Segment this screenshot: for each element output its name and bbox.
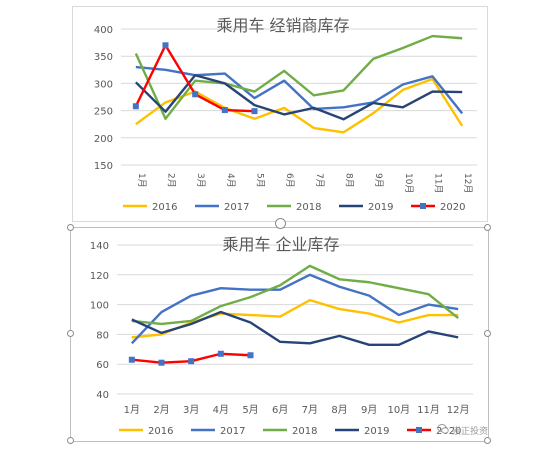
x-tick-label: 10月 — [403, 173, 414, 193]
x-tick-label: 2月 — [166, 173, 177, 188]
legend-item-2019: 2019 — [335, 426, 389, 437]
data-point-2020 — [132, 103, 139, 110]
data-point-2020 — [217, 350, 224, 357]
legend-item-2018: 2018 — [263, 426, 317, 437]
series-line-2019 — [131, 310, 459, 347]
legend-label: 2019 — [364, 426, 389, 437]
resize-handle-right[interactable] — [484, 330, 491, 337]
legend-marker — [416, 427, 422, 433]
x-tick-label: 12月 — [447, 404, 470, 416]
chart-panel-enterprise-inventory[interactable]: 40 60 80 100 120 140 1月 2月 3月 4月 5月 6月 7月 8月 9月 10月 11月 1… — [70, 227, 489, 442]
legend-label: 2020 — [436, 426, 461, 437]
legend-label: 2018 — [296, 202, 321, 213]
resize-handle-top-right[interactable] — [484, 224, 491, 231]
x-tick-label: 3月 — [183, 404, 199, 416]
x-tick-label: 11月 — [433, 173, 444, 193]
y-tick-label: 150 — [94, 161, 113, 172]
series-line-2016 — [135, 77, 464, 134]
x-tick-label: 9月 — [373, 173, 384, 188]
y-tick-label: 120 — [90, 271, 109, 282]
x-tick-label: 8月 — [344, 173, 355, 188]
x-tick-label: 8月 — [331, 404, 347, 416]
rotate-handle[interactable] — [275, 218, 286, 229]
legend-label: 2018 — [292, 426, 317, 437]
legend-item-2019: 2019 — [339, 202, 393, 213]
legend-item-2020: 2020 — [411, 202, 465, 213]
y-tick-label: 250 — [94, 107, 113, 118]
x-tick-label: 10月 — [387, 404, 410, 416]
legend-label: 2017 — [220, 426, 245, 437]
x-tick-label: 12月 — [462, 173, 473, 193]
y-tick-label: 60 — [96, 360, 109, 371]
y-tick-label: 140 — [90, 241, 109, 252]
x-tick-label: 7月 — [314, 173, 325, 188]
watermark-text: 崇正投资 — [452, 427, 489, 437]
x-tick-label: 9月 — [361, 404, 377, 416]
y-tick-label: 400 — [94, 25, 113, 36]
series-line-2016 — [131, 298, 459, 339]
x-tick-label: 7月 — [302, 404, 318, 416]
y-tick-label: 80 — [96, 330, 109, 341]
legend-label: 2020 — [440, 202, 465, 213]
legend-item-2017: 2017 — [191, 426, 245, 437]
legend-item-2018: 2018 — [267, 202, 321, 213]
legend-label: 2019 — [368, 202, 393, 213]
data-point-2020 — [158, 359, 165, 366]
resize-handle-bottom-left[interactable] — [67, 437, 74, 444]
legend-item-2017: 2017 — [195, 202, 249, 213]
wechat-icon — [437, 424, 449, 434]
x-tick-label: 6月 — [272, 404, 288, 416]
x-tick-label: 4月 — [213, 404, 229, 416]
x-tick-label: 5月 — [242, 404, 258, 416]
resize-handle-top-left[interactable] — [67, 224, 74, 231]
series-line-2018 — [131, 264, 459, 326]
data-point-2020 — [128, 356, 135, 363]
x-tick-label: 4月 — [225, 173, 236, 188]
y-tick-label: 40 — [96, 390, 109, 401]
x-tick-label: 1月 — [136, 173, 147, 188]
y-tick-label: 200 — [94, 134, 113, 145]
legend-label: 2016 — [148, 426, 173, 437]
x-tick-label: 11月 — [417, 404, 440, 416]
x-tick-label: 6月 — [284, 173, 295, 188]
y-tick-label: 300 — [94, 79, 113, 90]
x-tick-label: 2月 — [153, 404, 169, 416]
legend-marker — [420, 203, 426, 209]
data-point-2020 — [251, 108, 258, 115]
series-line-2017 — [130, 273, 459, 345]
chart-title: 乘用车 企业库存 — [222, 235, 339, 254]
y-tick-label: 100 — [90, 301, 109, 312]
data-point-2020 — [162, 42, 169, 49]
x-tick-label: 1月 — [124, 404, 140, 416]
chart-dealer-inventory: 150 200 250 300 350 400 1月 2月 3月 4月 5月 6月 7月 8月 9月 10月 1… — [94, 16, 477, 213]
data-point-2020 — [221, 107, 228, 114]
series-line-2019 — [134, 74, 463, 121]
legend-label: 2017 — [224, 202, 249, 213]
data-point-2020 — [192, 91, 199, 98]
legend-item-2020: 2020 — [407, 426, 461, 437]
resize-handle-left[interactable] — [67, 330, 74, 337]
x-tick-label: 5月 — [255, 173, 266, 188]
y-tick-label: 350 — [94, 52, 113, 63]
data-point-2020 — [188, 358, 195, 365]
data-point-2020 — [247, 352, 254, 359]
legend-item-2016: 2016 — [119, 426, 173, 437]
series-line-2017 — [135, 65, 464, 115]
resize-handle-bottom-right[interactable] — [484, 437, 491, 444]
legend-item-2016: 2016 — [123, 202, 177, 213]
legend-label: 2016 — [152, 202, 177, 213]
chart-enterprise-inventory: 40 60 80 100 120 140 1月 2月 3月 4月 5月 6月 7月 8月 9月 10月 11月 1… — [90, 235, 473, 437]
chart-panel-dealer-inventory[interactable]: 150 200 250 300 350 400 1月 2月 3月 4月 5月 6月 7月 8月 9月 10月 1… — [72, 6, 488, 222]
chart-title: 乘用车 经销商库存 — [216, 16, 349, 35]
x-tick-label: 3月 — [195, 173, 206, 188]
